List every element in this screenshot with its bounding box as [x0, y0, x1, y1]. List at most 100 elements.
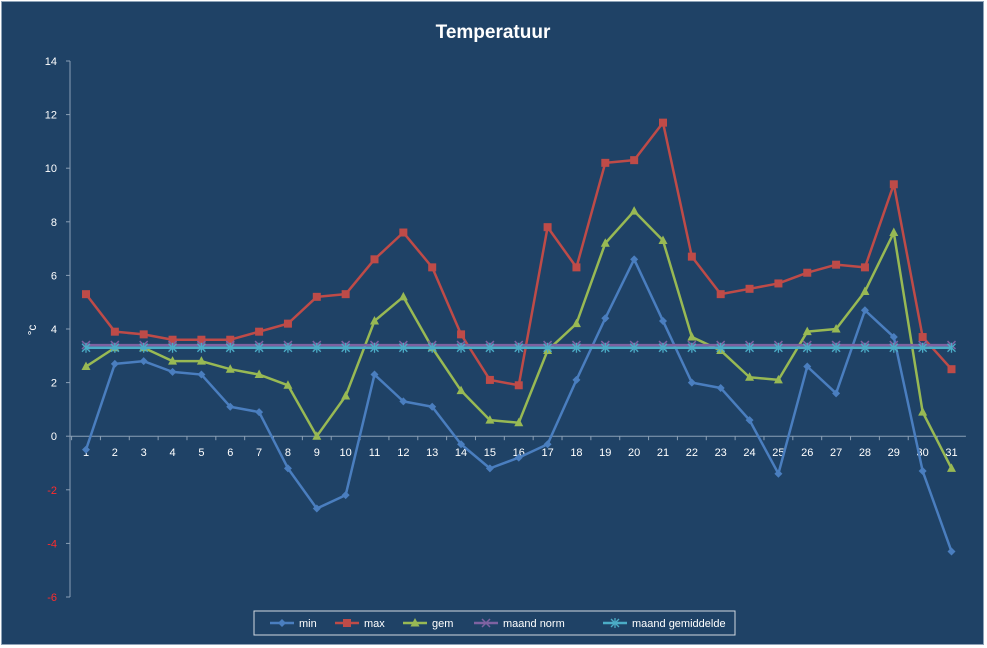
data-point-min [168, 367, 177, 376]
data-point-min [82, 445, 90, 454]
x-tick-label: 2 [112, 447, 118, 459]
series-maand-gemiddelde [81, 342, 956, 353]
data-point-maand-gemiddelde [485, 342, 495, 353]
x-tick-label: 8 [285, 447, 291, 459]
data-point-gem [225, 364, 235, 373]
x-tick-label: 24 [743, 447, 755, 459]
legend-label: gem [432, 618, 453, 630]
data-point-maand-gemiddelde [225, 342, 235, 353]
data-point-min [110, 359, 119, 368]
legend-entry-min: min [270, 618, 317, 630]
y-tick-label: 12 [45, 110, 57, 122]
data-point-maand-gemiddelde [514, 342, 524, 353]
data-point-gem [398, 291, 408, 301]
data-point-min [687, 378, 696, 387]
data-point-gem [889, 227, 899, 237]
data-point-max [312, 292, 321, 301]
data-point-max [82, 290, 90, 299]
data-point-min [457, 440, 466, 449]
data-point-max [832, 260, 841, 269]
data-point-min [947, 547, 956, 556]
data-point-gem [283, 380, 293, 389]
data-point-maand-gemiddelde [571, 342, 581, 353]
series-min [82, 255, 956, 556]
y-tick-label: 8 [51, 217, 57, 229]
data-point-gem [745, 372, 755, 381]
data-point-max [514, 381, 523, 390]
x-tick-label: 10 [340, 447, 352, 459]
data-point-gem [341, 391, 351, 400]
data-point-max [370, 255, 379, 264]
data-point-max [630, 156, 639, 165]
data-point-gem [168, 356, 178, 365]
data-point-maand-gemiddelde [254, 342, 264, 353]
data-point-maand-gemiddelde [745, 342, 755, 353]
data-point-maand-gemiddelde [196, 342, 206, 353]
data-point-max [428, 263, 437, 272]
data-point-max [226, 335, 235, 344]
legend-label: maand norm [503, 618, 565, 630]
y-tick-label: -2 [47, 485, 57, 497]
data-point-max [110, 327, 119, 336]
data-point-gem [456, 385, 466, 395]
data-point-min [889, 333, 898, 342]
data-point-maand-gemiddelde [629, 342, 639, 353]
legend-entry-max: max [335, 618, 385, 630]
data-point-min [226, 402, 235, 411]
x-tick-label: 26 [801, 447, 813, 459]
data-point-min [312, 504, 321, 513]
data-point-maand-gemiddelde [918, 342, 928, 353]
y-tick-label: -6 [47, 592, 57, 604]
data-point-gem [254, 369, 264, 379]
data-point-gem [947, 463, 956, 472]
data-point-gem [831, 324, 841, 333]
data-point-min [601, 314, 610, 323]
data-point-max [399, 228, 408, 237]
data-point-maand-gemiddelde [687, 342, 697, 353]
data-point-min [428, 402, 437, 411]
data-point-max [918, 333, 927, 342]
x-tick-label: 29 [888, 447, 900, 459]
data-point-maand-gemiddelde [168, 342, 178, 353]
legend-label: max [364, 618, 385, 630]
data-point-maand-gemiddelde [716, 342, 726, 353]
data-point-max [283, 319, 292, 328]
data-point-min [803, 362, 812, 371]
data-point-gem [485, 415, 495, 424]
legend-entry-maand-gemiddelde: maand gemiddelde [603, 618, 726, 630]
data-point-gem [514, 417, 524, 427]
data-point-min [255, 408, 264, 417]
data-point-maand-gemiddelde [427, 342, 437, 353]
data-point-max [716, 290, 725, 299]
x-tick-label: 19 [599, 447, 611, 459]
data-point-gem [860, 286, 870, 295]
data-point-gem [773, 374, 783, 384]
data-point-max [341, 290, 350, 299]
x-tick-label: 14 [455, 447, 467, 459]
data-point-maand-gemiddelde [600, 342, 610, 353]
x-tick-label: 18 [570, 447, 582, 459]
data-point-maand-gemiddelde [81, 342, 91, 353]
x-tick-label: 15 [484, 447, 496, 459]
x-tick-label: 3 [141, 447, 147, 459]
data-point-max [687, 252, 696, 261]
data-point-maand-gemiddelde [341, 342, 351, 353]
x-tick-label: 31 [945, 447, 957, 459]
data-point-min [399, 397, 408, 406]
y-tick-label: 14 [45, 56, 57, 68]
data-point-min [918, 467, 927, 476]
data-point-max [255, 327, 264, 336]
data-point-max [485, 375, 494, 384]
data-point-min [485, 464, 494, 473]
data-point-gem [312, 431, 322, 440]
data-point-maand-gemiddelde [802, 342, 812, 353]
data-point-gem [81, 361, 91, 371]
data-point-maand-gemiddelde [543, 342, 553, 353]
data-point-maand-gemiddelde [398, 342, 408, 353]
data-point-max [543, 223, 552, 232]
legend-label: maand gemiddelde [632, 618, 726, 630]
data-point-maand-gemiddelde [110, 342, 120, 353]
data-point-min [283, 464, 292, 473]
data-point-max [947, 365, 956, 374]
